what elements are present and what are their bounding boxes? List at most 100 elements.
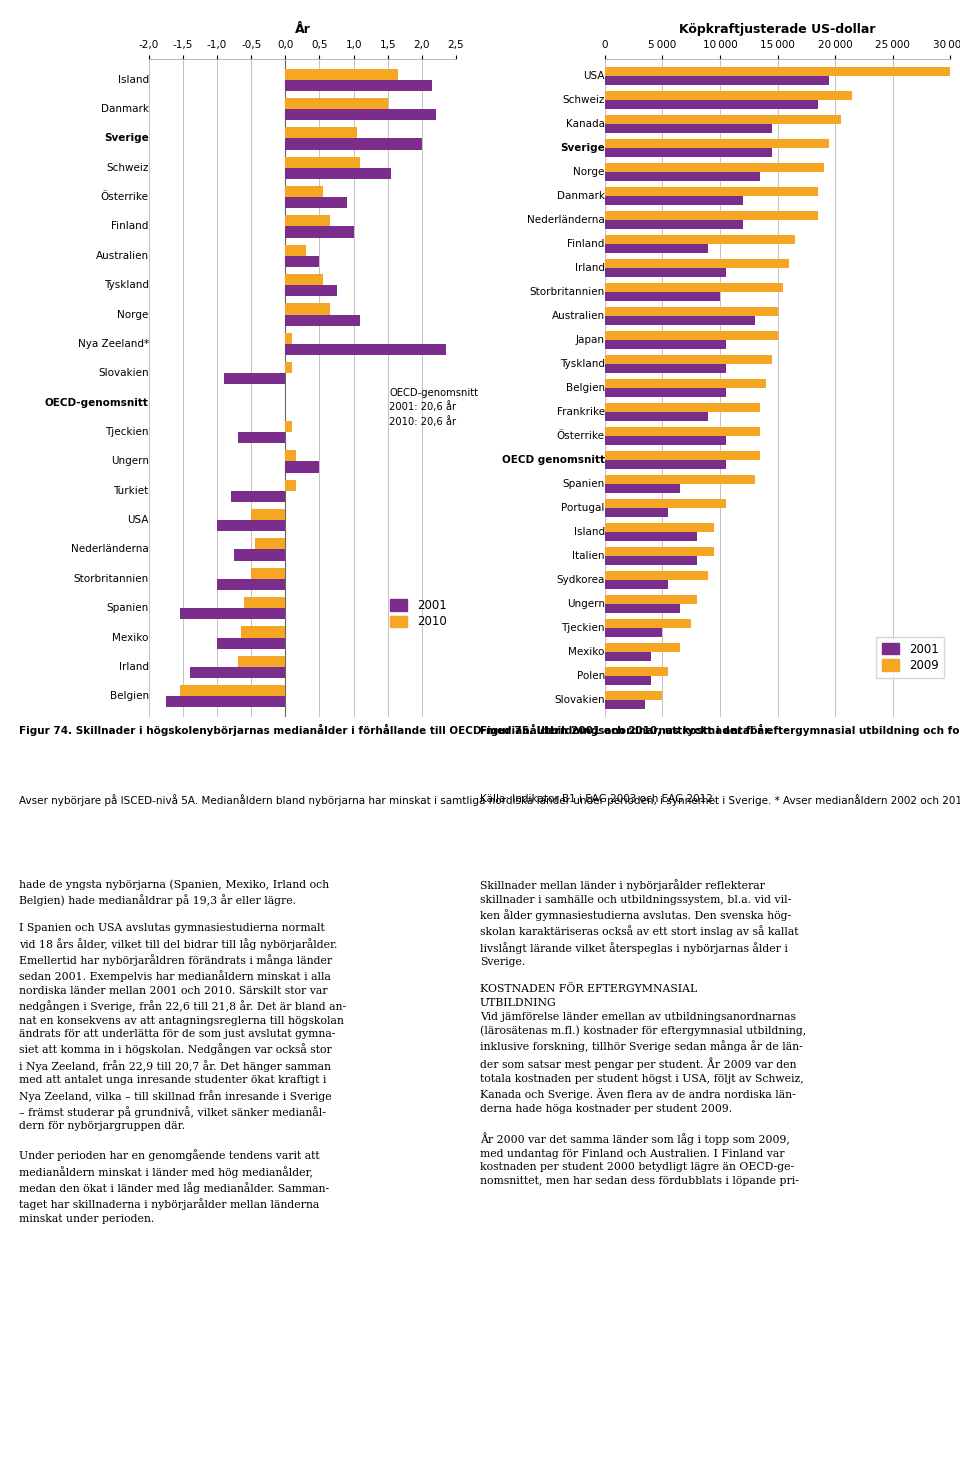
Bar (285, 333, 292, 344)
Bar (285, 285, 337, 297)
Text: Ungern: Ungern (110, 457, 149, 467)
Bar (285, 168, 391, 179)
Text: Japan: Japan (576, 336, 605, 344)
Text: Tjeckien: Tjeckien (562, 624, 605, 633)
Text: Irland: Irland (575, 263, 605, 273)
Text: Sverige: Sverige (104, 133, 149, 143)
Bar (605, 220, 743, 229)
Bar (605, 115, 841, 124)
Bar (252, 568, 285, 579)
Bar (285, 139, 421, 149)
Text: Storbritannien: Storbritannien (530, 287, 605, 297)
Bar (285, 256, 320, 268)
Text: Belgien: Belgien (565, 383, 605, 393)
Bar (217, 520, 285, 531)
Bar (605, 628, 662, 637)
Bar (605, 197, 743, 205)
Bar (285, 421, 292, 432)
Bar (605, 500, 726, 508)
Text: hade de yngsta nybörjarna (Spanien, Mexiko, Irland och
Belgien) hade medianåldra: hade de yngsta nybörjarna (Spanien, Mexi… (19, 879, 347, 1224)
Bar (605, 571, 708, 579)
Bar (285, 68, 398, 80)
Bar (605, 186, 818, 197)
Bar (180, 607, 285, 619)
Bar (285, 344, 445, 355)
Text: Schweiz: Schweiz (563, 95, 605, 105)
Bar (605, 547, 714, 556)
Text: Tyskland: Tyskland (560, 359, 605, 370)
Bar (166, 696, 285, 708)
Bar (605, 594, 697, 605)
Bar (605, 378, 766, 389)
Text: Danmark: Danmark (101, 103, 149, 114)
Bar (605, 387, 726, 398)
Bar (285, 127, 357, 139)
Text: Finland: Finland (111, 222, 149, 232)
Bar (605, 460, 726, 469)
Text: Irland: Irland (119, 662, 149, 672)
Bar (285, 245, 306, 256)
Text: Figur 74. Skillnader i högskolenybörjarnas medianålder i förhållande till OECD-m: Figur 74. Skillnader i högskolenybörjarn… (19, 724, 772, 736)
Bar (180, 686, 285, 696)
Bar (190, 667, 285, 678)
Bar (605, 67, 950, 75)
Bar (285, 461, 320, 473)
Bar (605, 307, 778, 316)
Bar (234, 550, 285, 560)
Text: Skillnader mellan länder i nybörjarålder reflekterar
skillnader i samhälle och u: Skillnader mellan länder i nybörjarålder… (480, 879, 806, 1185)
Bar (252, 508, 285, 520)
Bar (605, 316, 755, 325)
Bar (254, 538, 285, 550)
Bar (605, 75, 829, 86)
Bar (605, 523, 714, 532)
Legend: 2001, 2009: 2001, 2009 (876, 637, 945, 678)
Bar (605, 652, 651, 661)
Bar (285, 315, 360, 325)
Text: Danmark: Danmark (557, 191, 605, 201)
Bar (605, 701, 645, 709)
Bar (605, 268, 726, 276)
Bar (605, 474, 755, 483)
Bar (605, 690, 662, 701)
Bar (285, 186, 323, 197)
Text: USA: USA (128, 516, 149, 525)
Bar (285, 451, 296, 461)
Text: Finland: Finland (567, 239, 605, 248)
Text: Storbritannien: Storbritannien (74, 573, 149, 584)
Bar (605, 667, 668, 675)
Text: Nya Zeeland*: Nya Zeeland* (78, 338, 149, 349)
Bar (217, 637, 285, 649)
Text: OECD-genomsnitt
2001: 20,6 år
2010: 20,6 år: OECD-genomsnitt 2001: 20,6 år 2010: 20,6… (389, 387, 478, 427)
Text: Italien: Italien (572, 551, 605, 562)
Bar (605, 90, 852, 101)
Bar (605, 101, 818, 109)
Bar (605, 235, 795, 244)
Text: Österrike: Österrike (101, 192, 149, 202)
Bar (605, 244, 708, 253)
Bar (605, 148, 772, 157)
Bar (605, 451, 760, 460)
Bar (230, 491, 285, 503)
Text: Norge: Norge (573, 167, 605, 177)
Text: Australien: Australien (96, 251, 149, 260)
Text: Belgien: Belgien (109, 692, 149, 701)
Text: OECD-genomsnitt: OECD-genomsnitt (45, 398, 149, 408)
X-axis label: Köpkraftjusterade US-dollar: Köpkraftjusterade US-dollar (680, 24, 876, 35)
Text: Tyskland: Tyskland (104, 281, 149, 290)
Text: Mexiko: Mexiko (568, 647, 605, 658)
Text: Slovakien: Slovakien (554, 695, 605, 705)
Bar (605, 340, 726, 349)
Bar (285, 273, 323, 285)
Text: Norge: Norge (117, 309, 149, 319)
Bar (605, 579, 668, 590)
Text: Turkiet: Turkiet (113, 486, 149, 495)
Text: Polen: Polen (577, 671, 605, 681)
Bar (241, 627, 285, 637)
Text: Sverige: Sverige (560, 143, 605, 152)
Bar (605, 675, 651, 686)
Bar (285, 157, 360, 168)
Bar (605, 331, 778, 340)
Bar (237, 656, 285, 667)
Text: Figur 75. Utbildningsanordnarnas kostnader för eftergymnasial utbildning och for: Figur 75. Utbildningsanordnarnas kostnad… (480, 724, 960, 736)
Bar (605, 412, 708, 421)
